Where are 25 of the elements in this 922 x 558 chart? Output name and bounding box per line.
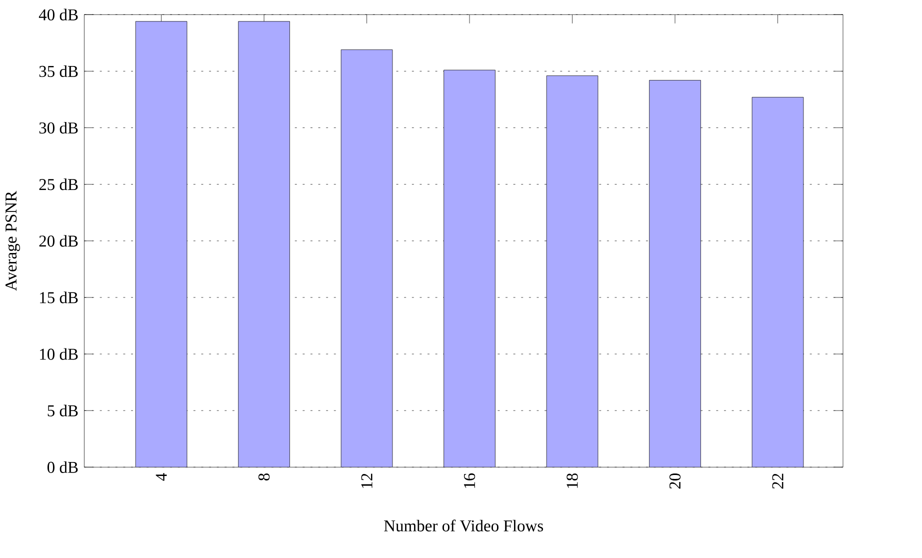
y-tick-label: 25 dB [39, 178, 78, 190]
x-tick-label: 12 [361, 474, 372, 488]
bar [546, 76, 598, 468]
y-tick-label: 0 dB [47, 461, 78, 474]
x-tick-label: 16 [464, 473, 476, 488]
y-tick-label: 30 dB [39, 122, 78, 134]
bar [444, 70, 496, 468]
y-tick-label: 15 dB [40, 292, 78, 304]
bar [135, 21, 188, 468]
y-axis-title: Average PSNR [6, 190, 20, 291]
x-tick-label: 4 [156, 473, 167, 481]
y-tick-label: 5 dB [48, 404, 78, 416]
y-tick-label: 35 dB [39, 65, 78, 78]
y-tick-label: 20 dB [39, 235, 78, 247]
x-tick-label: 18 [566, 474, 578, 488]
x-tick-label: 20 [669, 474, 681, 489]
y-tick-label: 40 dB [38, 8, 78, 21]
x-axis-title: Number of Video Flows [384, 520, 544, 532]
bar [238, 21, 290, 468]
x-tick-label: 22 [772, 474, 784, 489]
bar [649, 80, 701, 468]
bar [752, 97, 804, 468]
x-tick-label: 8 [258, 474, 270, 481]
bar [340, 50, 393, 468]
y-tick-label: 10 dB [40, 348, 78, 360]
